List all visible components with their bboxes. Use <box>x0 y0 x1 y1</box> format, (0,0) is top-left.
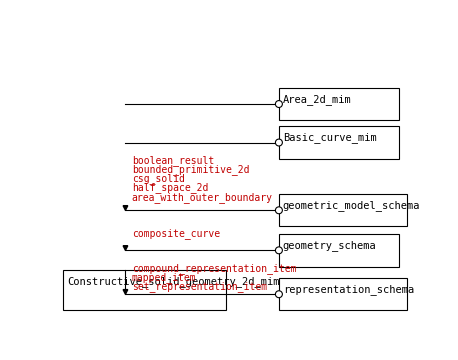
Circle shape <box>275 291 283 298</box>
Text: Area_2d_mim: Area_2d_mim <box>283 94 352 105</box>
Text: mapped_item: mapped_item <box>131 272 196 283</box>
Bar <box>64 270 226 310</box>
Polygon shape <box>123 206 128 210</box>
Text: representation_schema: representation_schema <box>283 284 414 295</box>
Bar <box>279 278 407 310</box>
Circle shape <box>275 100 283 108</box>
Text: Basic_curve_mim: Basic_curve_mim <box>283 132 376 143</box>
Bar <box>279 194 407 226</box>
Text: area_with_outer_boundary: area_with_outer_boundary <box>131 192 273 203</box>
Bar <box>279 234 399 266</box>
Bar <box>279 88 399 120</box>
Text: half_space_2d: half_space_2d <box>131 183 208 193</box>
Text: boolean_result: boolean_result <box>131 155 214 166</box>
Text: geometric_model_schema: geometric_model_schema <box>283 200 420 211</box>
Circle shape <box>275 139 283 146</box>
Circle shape <box>275 207 283 214</box>
Polygon shape <box>123 246 128 250</box>
Polygon shape <box>123 289 128 294</box>
Text: compound_representation_item: compound_representation_item <box>131 263 296 274</box>
Text: set_representation_item: set_representation_item <box>131 281 267 292</box>
Text: geometry_schema: geometry_schema <box>283 240 376 251</box>
Text: Constructive_solid_geometry_2d_mim: Constructive_solid_geometry_2d_mim <box>67 276 280 287</box>
Bar <box>279 126 399 159</box>
Text: composite_curve: composite_curve <box>131 228 220 239</box>
Text: bounded_primitive_2d: bounded_primitive_2d <box>131 164 249 175</box>
Text: csg_solid: csg_solid <box>131 173 185 184</box>
Circle shape <box>275 247 283 254</box>
